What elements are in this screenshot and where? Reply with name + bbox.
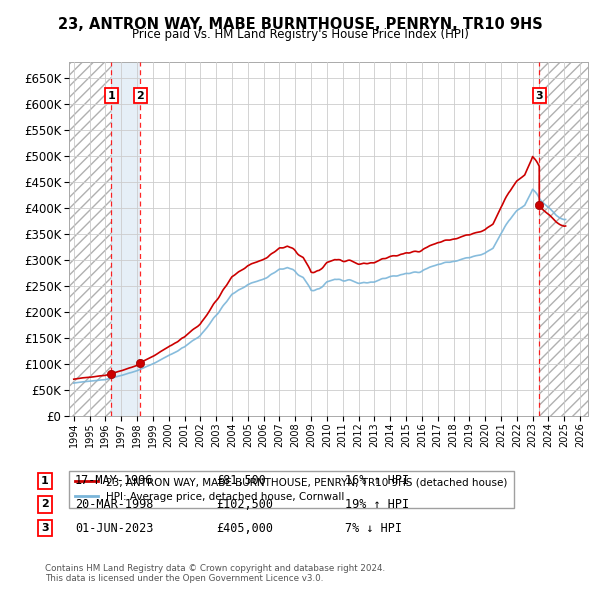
Text: 3: 3 — [535, 91, 543, 100]
Text: Price paid vs. HM Land Registry's House Price Index (HPI): Price paid vs. HM Land Registry's House … — [131, 28, 469, 41]
Text: 7% ↓ HPI: 7% ↓ HPI — [345, 522, 402, 535]
Text: 3: 3 — [41, 523, 49, 533]
Text: 01-JUN-2023: 01-JUN-2023 — [75, 522, 154, 535]
Text: 2: 2 — [136, 91, 144, 100]
Text: 23, ANTRON WAY, MABE BURNTHOUSE, PENRYN, TR10 9HS: 23, ANTRON WAY, MABE BURNTHOUSE, PENRYN,… — [58, 17, 542, 31]
Legend: 23, ANTRON WAY, MABE BURNTHOUSE, PENRYN, TR10 9HS (detached house), HPI: Average: 23, ANTRON WAY, MABE BURNTHOUSE, PENRYN,… — [69, 471, 514, 508]
Text: 20-MAR-1998: 20-MAR-1998 — [75, 498, 154, 511]
Text: 1: 1 — [107, 91, 115, 100]
Text: 16% ↑ HPI: 16% ↑ HPI — [345, 474, 409, 487]
Text: Contains HM Land Registry data © Crown copyright and database right 2024.
This d: Contains HM Land Registry data © Crown c… — [45, 563, 385, 583]
Text: 2: 2 — [41, 500, 49, 509]
Text: 17-MAY-1996: 17-MAY-1996 — [75, 474, 154, 487]
Text: 19% ↑ HPI: 19% ↑ HPI — [345, 498, 409, 511]
Text: 1: 1 — [41, 476, 49, 486]
Text: £405,000: £405,000 — [216, 522, 273, 535]
Text: £102,500: £102,500 — [216, 498, 273, 511]
Text: £81,500: £81,500 — [216, 474, 266, 487]
Bar — [112, 62, 140, 416]
